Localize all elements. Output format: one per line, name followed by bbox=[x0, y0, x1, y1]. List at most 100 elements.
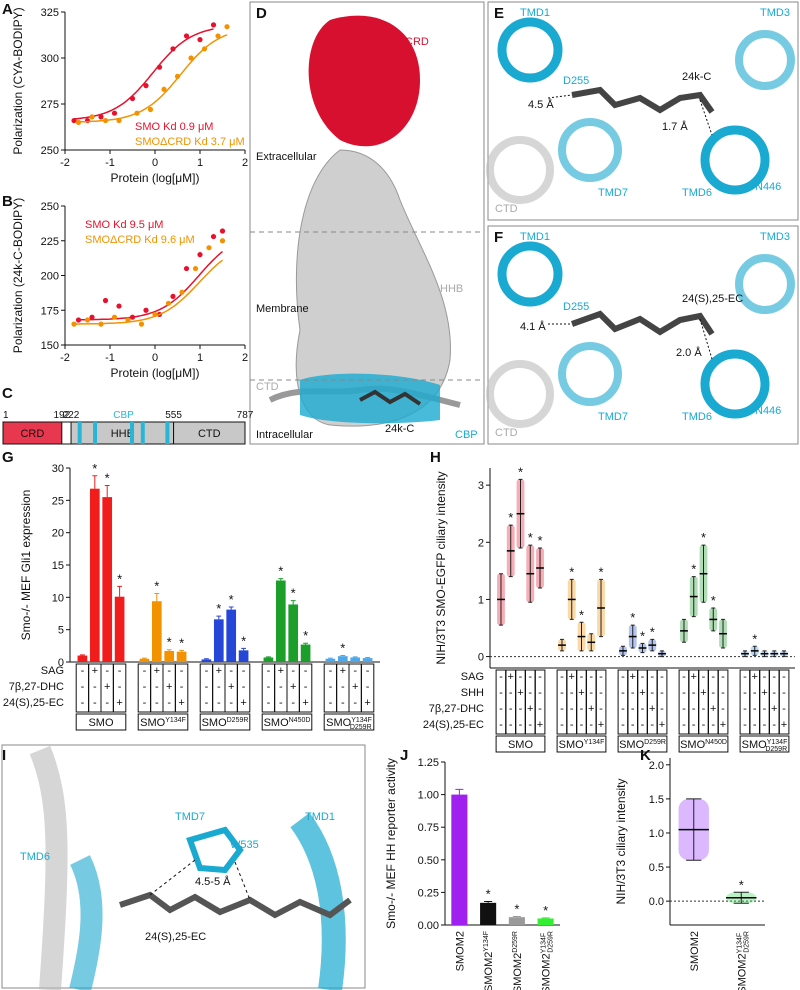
point bbox=[125, 317, 131, 323]
x-tick-label: 2 bbox=[242, 157, 248, 169]
condition-sign: - bbox=[81, 681, 85, 693]
point bbox=[89, 314, 95, 320]
condition-sign: - bbox=[599, 687, 603, 699]
condition-sign: + bbox=[116, 697, 122, 709]
legend-entry: SMOΔCRD Kd 3.7 μM bbox=[135, 136, 245, 148]
condition-sign: + bbox=[290, 681, 296, 693]
condition-sign: - bbox=[217, 681, 221, 693]
condition-sign: - bbox=[519, 703, 523, 715]
significance-marker: * bbox=[278, 564, 283, 579]
error-bar bbox=[117, 585, 123, 597]
condition-sign: - bbox=[560, 703, 564, 715]
y-tick-label: 1 bbox=[478, 594, 484, 606]
significance-marker: * bbox=[486, 887, 491, 902]
point bbox=[161, 86, 167, 92]
condition-sign: - bbox=[763, 671, 767, 683]
condition-sign: + bbox=[569, 671, 575, 683]
y-tick-label: 1.0 bbox=[649, 828, 664, 840]
error-bar bbox=[228, 606, 234, 610]
bar bbox=[238, 650, 249, 662]
condition-sign: - bbox=[205, 665, 209, 677]
category-mutation: Y134F bbox=[483, 931, 490, 952]
condition-sign: - bbox=[519, 671, 523, 683]
significance-marker: * bbox=[711, 593, 716, 608]
condition-sign: - bbox=[682, 703, 686, 715]
condition-sign: - bbox=[641, 671, 645, 683]
significance-marker: * bbox=[340, 641, 345, 656]
table-box bbox=[261, 663, 313, 713]
bar bbox=[451, 794, 468, 925]
table-box bbox=[739, 669, 790, 735]
error-bar bbox=[79, 654, 85, 656]
condition-sign: - bbox=[621, 687, 625, 699]
label: 4.5 Å bbox=[528, 98, 554, 111]
panel-letter: K bbox=[640, 747, 651, 764]
bar bbox=[176, 651, 187, 662]
domain bbox=[2, 421, 63, 445]
condition-sign: - bbox=[528, 687, 532, 699]
panel-letter: G bbox=[2, 449, 14, 466]
error-bar bbox=[512, 916, 521, 918]
x-tick-label: 0 bbox=[152, 157, 158, 169]
category-name: SMOM2 bbox=[483, 952, 495, 990]
category-name: SMOM2 bbox=[512, 953, 524, 990]
condition-sign: - bbox=[291, 665, 295, 677]
condition-sign: + bbox=[691, 671, 697, 683]
condition-sign: - bbox=[538, 703, 542, 715]
condition-sign: - bbox=[105, 665, 109, 677]
condition-sign: + bbox=[781, 719, 787, 731]
residue-number: 555 bbox=[165, 410, 182, 421]
point bbox=[98, 114, 104, 120]
condition-sign: - bbox=[589, 671, 593, 683]
bar bbox=[77, 655, 88, 662]
error-bar bbox=[340, 655, 346, 657]
x-tick-label: 1 bbox=[197, 157, 203, 169]
panel-letter: E bbox=[494, 5, 504, 22]
group-name: SMO bbox=[88, 717, 114, 729]
condition-sign: - bbox=[341, 697, 345, 709]
label: W535 bbox=[230, 839, 259, 851]
cbp-site bbox=[165, 422, 170, 444]
point bbox=[116, 117, 122, 124]
label: 1.7 Å bbox=[662, 120, 688, 133]
domain-label: HHB bbox=[111, 428, 134, 440]
condition-sign: + bbox=[578, 687, 584, 699]
significance-marker: * bbox=[537, 533, 542, 548]
condition-sign: - bbox=[167, 665, 171, 677]
condition-sign: - bbox=[711, 687, 715, 699]
group-name: SMO bbox=[742, 739, 768, 751]
condition-sign: - bbox=[631, 687, 635, 699]
condition-sign: - bbox=[560, 719, 564, 731]
condition-sign: - bbox=[229, 665, 233, 677]
significance-marker: * bbox=[179, 635, 184, 650]
condition-sign: - bbox=[743, 687, 747, 699]
y-tick-label: 325 bbox=[41, 7, 59, 19]
condition-sign: + bbox=[508, 671, 514, 683]
group-label: SMON450D bbox=[264, 717, 311, 729]
legend-entry: SMO Kd 9.5 μM bbox=[85, 219, 163, 231]
y-tick-label: 2.0 bbox=[649, 760, 664, 772]
error-bar bbox=[278, 578, 284, 581]
label: TMD1 bbox=[520, 231, 550, 243]
group-box bbox=[137, 713, 189, 731]
point bbox=[129, 95, 136, 102]
condition-sign: - bbox=[118, 681, 122, 693]
condition-sign: - bbox=[279, 681, 283, 693]
condition-sign: - bbox=[589, 719, 593, 731]
group-name: SMO bbox=[264, 717, 290, 729]
group-mutation: Y134F bbox=[584, 739, 605, 746]
y-tick-label: 0 bbox=[58, 657, 64, 669]
error-bar bbox=[216, 615, 222, 620]
condition-sign: - bbox=[711, 719, 715, 731]
error-bar bbox=[365, 656, 371, 659]
group-mutation: Y134F bbox=[165, 717, 186, 724]
table-box bbox=[495, 669, 546, 735]
point bbox=[174, 73, 181, 79]
label: 24k-C bbox=[385, 423, 414, 435]
group-box bbox=[739, 735, 790, 753]
cbp-label: CBP bbox=[113, 410, 134, 421]
error-bar bbox=[203, 658, 209, 660]
condition-sign: - bbox=[570, 687, 574, 699]
category-label: SMOM2 bbox=[689, 931, 701, 971]
